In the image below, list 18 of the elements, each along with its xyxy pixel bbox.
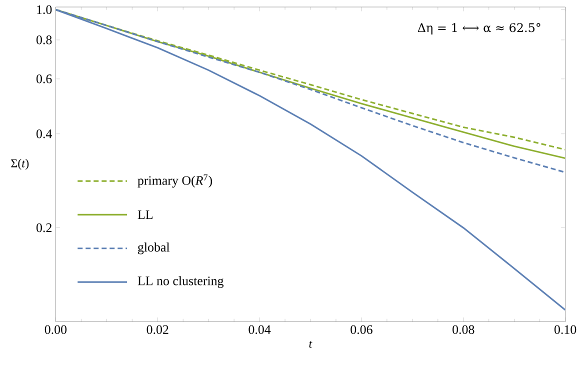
legend-label: LL no clustering <box>138 276 224 288</box>
y-tick-label: 0.2 <box>36 223 52 232</box>
legend-label: primary O(R$^{7}$) <box>138 174 212 188</box>
y-tick-label: 0.4 <box>36 129 52 138</box>
y-tick-label: 1.0 <box>37 5 52 14</box>
annotation: Δη = 1 ⟷ α ≈ 62.5° <box>418 23 540 34</box>
legend-label: LL <box>138 210 152 219</box>
y-axis-title: Σ(t) <box>11 158 29 170</box>
x-tick-label: 0.04 <box>248 325 271 334</box>
legend-label: global <box>138 242 170 254</box>
y-tick-label: 0.8 <box>36 36 52 44</box>
x-tick-label: 0.08 <box>452 325 474 334</box>
x-tick-label: 0.06 <box>350 325 372 334</box>
x-tick-label: 0.02 <box>146 325 168 334</box>
x-axis-title: t <box>309 340 312 348</box>
y-tick-label: 0.6 <box>36 74 52 84</box>
x-tick-label: 0.00 <box>44 325 67 334</box>
x-tick-label: 0.10 <box>554 325 576 334</box>
